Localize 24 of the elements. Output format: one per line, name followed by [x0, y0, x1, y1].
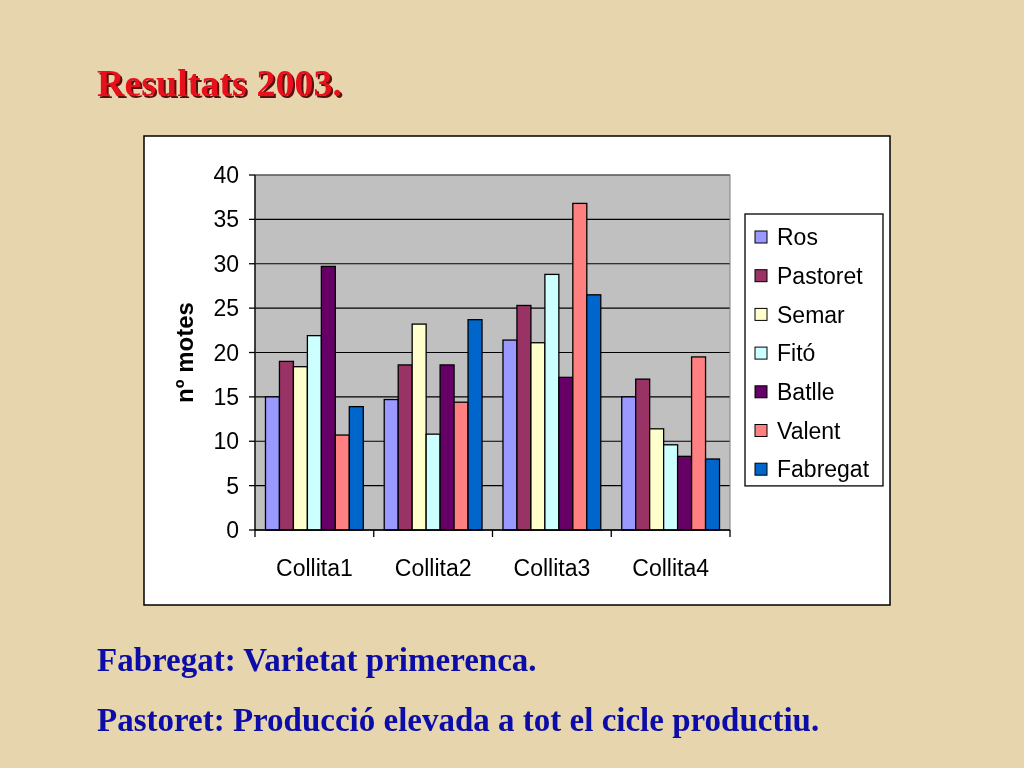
legend-label: Fabregat — [777, 456, 870, 483]
y-tick-label: 20 — [213, 339, 239, 366]
y-tick-label: 35 — [213, 206, 239, 233]
legend-label: Semar — [777, 301, 846, 328]
y-tick-label: 25 — [213, 295, 239, 322]
y-tick-label: 5 — [226, 472, 239, 499]
y-axis-title: nº motes — [171, 302, 198, 403]
chart-title: Resultats 2003. — [99, 64, 344, 106]
legend-label: Valent — [777, 417, 842, 444]
text: Fabregat: Varietat primerenca. — [97, 642, 537, 678]
y-tick-label: 0 — [226, 517, 239, 544]
x-tick-label: Collita1 — [276, 555, 353, 581]
x-tick-label: Collita4 — [632, 555, 710, 581]
legend-label: Ros — [777, 224, 818, 251]
y-tick-label: 40 — [213, 162, 239, 189]
y-tick-label: 10 — [213, 428, 239, 455]
legend-label: Fitó — [777, 340, 816, 367]
y-tick-label: 30 — [213, 250, 239, 277]
legend-label: Pastoret — [777, 262, 864, 289]
legend-label: Batlle — [777, 379, 835, 406]
y-tick-label: 15 — [213, 383, 239, 410]
x-tick-label: Collita3 — [513, 555, 591, 581]
x-tick-label: Collita2 — [394, 555, 472, 581]
text: Pastoret: Producció elevada a tot el cicle productiu. — [97, 702, 820, 738]
